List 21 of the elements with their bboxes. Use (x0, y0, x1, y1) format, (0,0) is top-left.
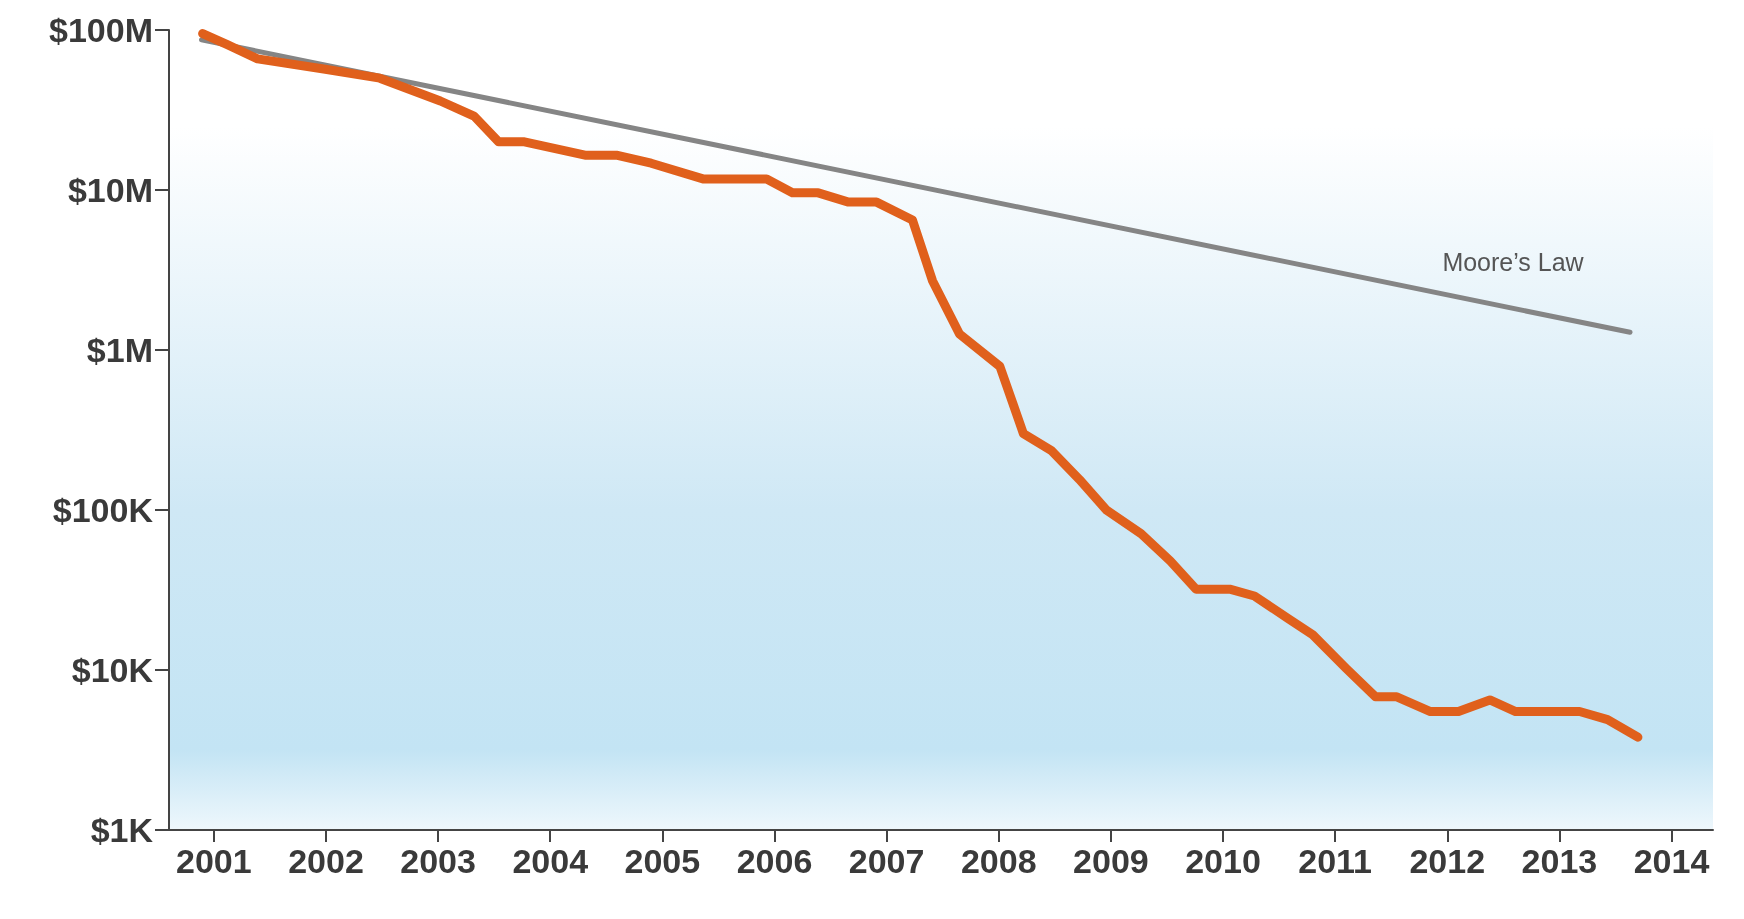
x-tick-label: 2013 (1521, 842, 1598, 880)
y-tick-label: $10M (67, 171, 153, 209)
x-tick-label: 2009 (1073, 842, 1149, 880)
y-tick-label: $10K (71, 651, 154, 689)
x-tick-label: 2001 (176, 842, 252, 880)
y-tick-label: $100K (52, 491, 154, 529)
x-tick-label: 2012 (1409, 842, 1486, 880)
x-tick-label: 2008 (960, 842, 1037, 880)
x-tick-label: 2007 (848, 842, 925, 880)
x-tick-label: 2005 (624, 842, 701, 880)
x-tick-label: 2011 (1298, 842, 1373, 880)
x-tick-label: 2010 (1185, 842, 1261, 880)
series-label: Moore’s Law (1442, 248, 1585, 277)
x-tick-label: 2002 (288, 842, 364, 880)
y-tick-label: $1M (86, 331, 153, 369)
x-tick-label: 2003 (400, 842, 476, 880)
x-tick-label: 2014 (1633, 842, 1710, 880)
y-tick-label: $100M (49, 11, 153, 49)
x-tick-label: 2004 (512, 842, 589, 880)
y-tick-label: $1K (90, 811, 154, 849)
x-tick-label: 2006 (736, 842, 813, 880)
